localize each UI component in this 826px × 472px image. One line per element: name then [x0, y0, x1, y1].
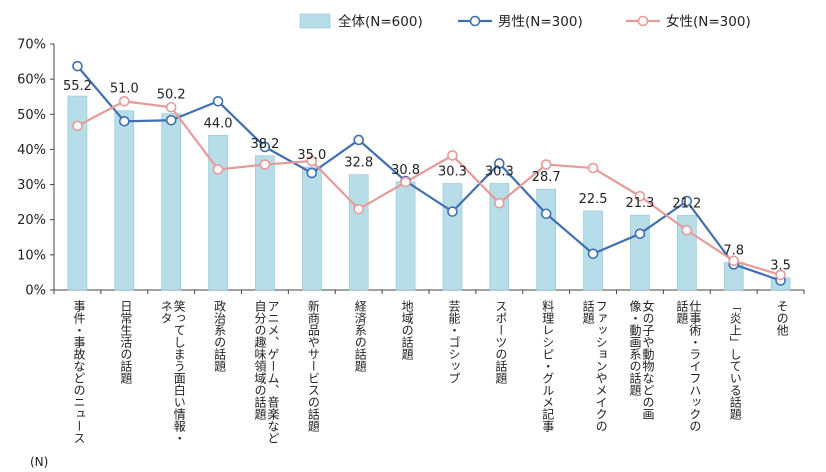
series-point [634, 228, 646, 240]
series-point [72, 120, 83, 132]
series-point [447, 150, 458, 161]
category-label: 地域の話題 [400, 300, 414, 360]
data-label: 38.2 [250, 137, 279, 152]
bar [630, 214, 650, 291]
series-point [212, 164, 224, 175]
series-line [76, 100, 781, 276]
series-point [400, 176, 411, 188]
series-point [259, 159, 271, 170]
category-label: 日常生活の話題 [118, 300, 132, 384]
y-tick-label: 50% [17, 108, 46, 123]
category-label: 政治系の話題 [212, 300, 226, 372]
data-label: 30.3 [485, 165, 514, 180]
bar [208, 135, 228, 291]
series-point [775, 269, 786, 281]
category-label: 料理レシピ・グルメ記事 [540, 300, 554, 432]
bar [442, 183, 463, 291]
legend-label: 全体(N=600) [338, 13, 423, 30]
legend-swatch-marker [469, 15, 481, 27]
bar [536, 188, 556, 291]
series-point [728, 255, 739, 267]
y-tick-label: 40% [17, 143, 46, 158]
series-point [494, 158, 505, 169]
category-label: ファッションやメイクの 話題 [581, 300, 608, 432]
bar [489, 183, 510, 291]
series-point [353, 134, 364, 146]
legend-swatch-marker [637, 15, 649, 27]
bar [348, 174, 369, 291]
n-label: (N) [30, 455, 49, 469]
category-label: 笑ってしまう面白い情報・ ネタ [159, 300, 186, 444]
category-label: その他 [775, 300, 789, 336]
data-label: 51.0 [110, 81, 139, 96]
series-point [681, 224, 693, 236]
series-point [587, 248, 599, 260]
series-point [447, 206, 458, 217]
series-point [540, 208, 552, 220]
category-label: スポーツの話題 [493, 300, 507, 384]
category-label: 事件・事故などのニュース [71, 300, 85, 444]
series-point [587, 162, 599, 174]
category-label: 新商品やサービスの話題 [306, 300, 320, 432]
legend-swatch [299, 13, 331, 29]
bar [161, 113, 181, 291]
legend-label: 男性(N=300) [498, 14, 583, 30]
series-point [165, 114, 177, 126]
series-point [119, 95, 130, 107]
legend-label: 女性(N=300) [666, 13, 751, 30]
series-point [165, 101, 177, 113]
category-label: 女の子や動物などの画 像・動画系の話題 [627, 300, 654, 420]
series-point [306, 167, 318, 179]
bar [302, 166, 322, 291]
data-label: 50.2 [157, 87, 186, 102]
y-tick-label: 10% [17, 248, 46, 263]
category-label: アニメ、ゲーム、音楽など 自分の趣味領域の話題 [252, 300, 279, 444]
series-point [634, 190, 646, 202]
data-label: 32.8 [344, 156, 373, 171]
series-point [681, 195, 693, 207]
series-point [306, 155, 318, 167]
bar [67, 95, 88, 291]
series-line [76, 65, 781, 282]
series-point [540, 159, 552, 170]
data-label: 21.3 [625, 196, 654, 211]
data-label: 55.2 [63, 79, 92, 94]
y-tick-label: 0% [25, 284, 46, 299]
bar [114, 110, 135, 291]
y-tick-label: 70% [17, 38, 46, 53]
series-point [353, 203, 364, 215]
y-tick-label: 30% [17, 178, 46, 193]
data-label: 3.5 [770, 259, 791, 274]
category-label: 仕事術・ライフハックの 話題 [674, 300, 701, 432]
series-point [72, 60, 83, 72]
y-tick-label: 60% [17, 73, 46, 88]
series-point [119, 116, 130, 127]
bar [255, 155, 275, 291]
data-label: 30.8 [391, 163, 420, 178]
category-label: 「炎上」している話題 [728, 300, 742, 420]
y-tick-label: 20% [17, 213, 46, 228]
category-label: 芸能・ゴシップ [446, 300, 460, 384]
data-label: 35.0 [297, 148, 326, 163]
data-label: 30.3 [438, 165, 467, 180]
series-point [259, 141, 271, 153]
data-label: 22.5 [579, 192, 608, 207]
data-label: 7.8 [723, 244, 744, 259]
series-point [212, 95, 224, 107]
bar [395, 181, 416, 291]
data-label: 44.0 [204, 116, 233, 131]
category-label: 経済系の話題 [353, 300, 367, 372]
data-label: 28.7 [532, 170, 561, 185]
data-label: 21.2 [672, 196, 701, 211]
series-point [494, 197, 505, 209]
